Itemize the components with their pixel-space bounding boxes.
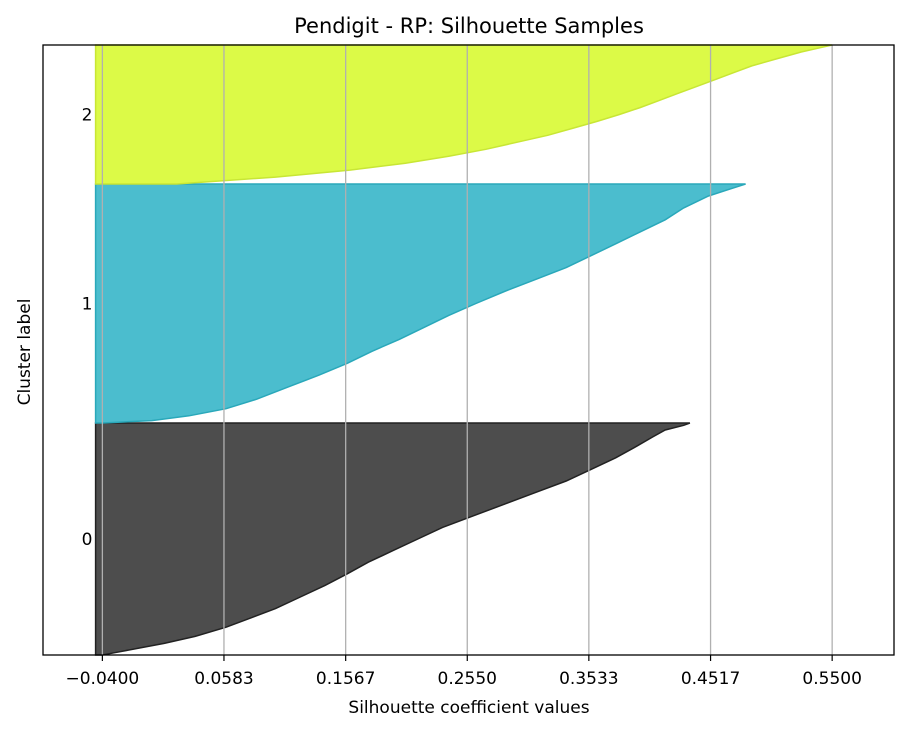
x-tick-label-3: 0.2550 bbox=[438, 669, 497, 689]
clusters-layer bbox=[94, 44, 833, 656]
x-tick-label-6: 0.5500 bbox=[802, 669, 861, 689]
cluster-0-area bbox=[94, 422, 691, 656]
chart-title: Pendigit - RP: Silhouette Samples bbox=[294, 14, 644, 38]
x-axis-label: Silhouette coefficient values bbox=[348, 698, 589, 718]
x-tick-label-2: 0.1567 bbox=[316, 669, 375, 689]
x-tick-label-5: 0.4517 bbox=[681, 669, 740, 689]
cluster-1-area bbox=[94, 183, 746, 424]
cluster-label-layer: 0 1 2 bbox=[82, 106, 93, 551]
grid-layer bbox=[101, 45, 833, 655]
x-tick-label-1: 0.0583 bbox=[194, 669, 253, 689]
cluster-0-label: 0 bbox=[82, 530, 93, 550]
cluster-1-label: 1 bbox=[82, 295, 93, 315]
cluster-2-area bbox=[94, 44, 833, 185]
x-tick-label-4: 0.3533 bbox=[559, 669, 618, 689]
cluster-2-label: 2 bbox=[82, 106, 93, 126]
plot-frame bbox=[42, 44, 895, 656]
x-ticks-layer: −0.0400 0.0583 0.1567 0.2550 0.3533 0.4517 0.5… bbox=[66, 655, 862, 689]
y-axis-label: Cluster label bbox=[15, 299, 35, 406]
x-tick-label-0: −0.0400 bbox=[66, 669, 140, 689]
